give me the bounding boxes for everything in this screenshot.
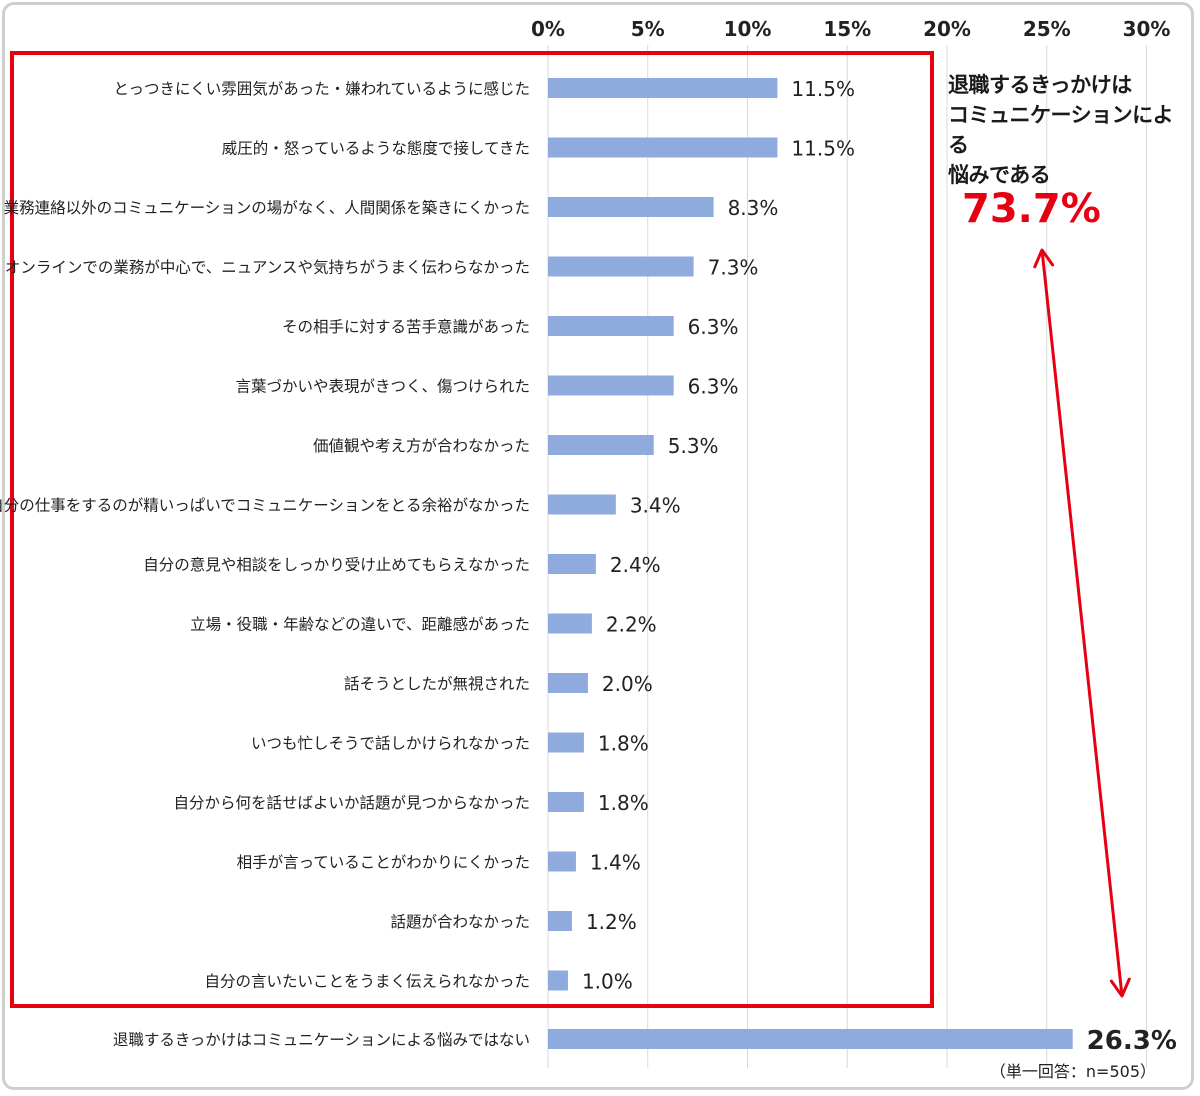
x-axis-ticks: 0% 5% 10% 15% 20% 25% 30% xyxy=(531,17,1170,41)
category-label: 自分の言いたいことをうまく伝えられなかった xyxy=(204,973,530,991)
category-label: いつも忙しそうで話しかけられなかった xyxy=(251,735,530,753)
category-label: 退職するきっかけはコミュニケーションによる悩みではない xyxy=(113,1031,530,1049)
value-label: 8.3% xyxy=(728,196,779,220)
category-label: とっつきにくい雰囲気があった・嫌われているように感じた xyxy=(114,80,531,98)
value-label: 3.4% xyxy=(630,494,681,518)
value-label: 2.0% xyxy=(602,672,653,696)
bar xyxy=(548,970,568,991)
x-tick-label: 5% xyxy=(631,17,665,41)
category-label: 価値観や考え方が合わなかった xyxy=(313,437,530,455)
bar xyxy=(548,316,674,336)
value-label: 1.4% xyxy=(590,851,641,875)
x-tick-label: 20% xyxy=(923,17,971,41)
x-tick-label: 15% xyxy=(823,17,871,41)
category-label: 自分の意見や相談をしっかり受け止めてもらえなかった xyxy=(143,555,530,574)
arrow-head-top xyxy=(1033,248,1055,269)
bar xyxy=(548,256,694,277)
highlight-box xyxy=(10,51,934,1008)
bar xyxy=(548,613,592,634)
bar xyxy=(548,435,654,455)
double-arrow xyxy=(1033,248,1131,998)
bars xyxy=(548,78,1073,1049)
category-label: 業務連絡以外のコミュニケーションの場がなく、人間関係を築きにくかった xyxy=(4,199,530,217)
arrow-head-bottom xyxy=(1109,977,1131,998)
category-label: その相手に対する苦手意識があった xyxy=(282,317,530,336)
x-tick-label: 25% xyxy=(1023,17,1071,41)
value-label: 1.8% xyxy=(598,732,649,756)
value-label: 2.4% xyxy=(610,553,661,577)
bar xyxy=(548,851,576,872)
value-label: 5.3% xyxy=(668,434,719,458)
category-label: 言葉づかいや表現がきつく、傷つけられた xyxy=(235,378,530,396)
bar xyxy=(548,554,596,574)
bar xyxy=(548,137,778,158)
value-label: 11.5% xyxy=(791,137,855,161)
arrow-line xyxy=(1040,249,1124,997)
bar xyxy=(548,732,584,753)
category-label: 立場・役職・年齢などの違いで、距離感があった xyxy=(190,616,530,634)
category-label: 自分から何を話せばよいか話題が見つからなかった xyxy=(173,794,530,812)
x-tick-label: 30% xyxy=(1123,17,1171,41)
category-label: 自分の仕事をするのが精いっぱいでコミュニケーションをとる余裕がなかった xyxy=(0,496,530,515)
bar xyxy=(548,494,616,515)
bar xyxy=(548,197,714,217)
category-label: 話そうとしたが無視された xyxy=(344,675,530,693)
value-labels: 11.5% 11.5% 8.3% 7.3% 6.3% 6.3% 5.3% 3.4% 2.4% 2.… xyxy=(582,77,1177,1056)
x-tick-label: 10% xyxy=(724,17,772,41)
value-label: 2.2% xyxy=(606,613,657,637)
value-label: 26.3% xyxy=(1087,1026,1177,1056)
category-label: オンラインでの業務が中心で、ニュアンスや気持ちがうまく伝わらなかった xyxy=(5,259,530,277)
bar xyxy=(548,673,588,693)
category-label: 相手が言っていることがわかりにくかった xyxy=(237,854,530,872)
category-label: 威圧的・怒っているような態度で接してきた xyxy=(222,140,530,158)
bar xyxy=(548,78,778,98)
bar xyxy=(548,375,674,396)
bar xyxy=(548,911,572,931)
category-labels: とっつきにくい雰囲気があった・嫌われているように感じた威圧的・怒っているような態… xyxy=(0,80,530,1049)
bar xyxy=(548,792,584,812)
value-label: 1.2% xyxy=(586,910,637,934)
value-label: 1.8% xyxy=(598,791,649,815)
value-label: 6.3% xyxy=(688,315,739,339)
sample-note: （単一回答：n=505） xyxy=(989,1062,1156,1081)
value-label: 6.3% xyxy=(688,375,739,399)
callout-text: 退職するきっかけは コミュニケーションによる 悩みである xyxy=(948,73,1174,187)
x-tick-label: 0% xyxy=(531,17,565,41)
value-label: 11.5% xyxy=(791,77,855,101)
value-label: 7.3% xyxy=(708,256,759,280)
value-label: 1.0% xyxy=(582,970,633,994)
bar xyxy=(548,1029,1073,1049)
category-label: 話題が合わなかった xyxy=(390,913,530,931)
callout-value: 73.7% xyxy=(962,186,1101,232)
